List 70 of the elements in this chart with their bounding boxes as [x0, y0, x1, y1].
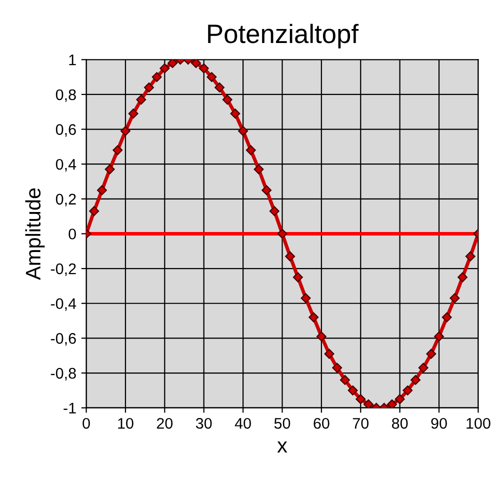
y-tick-label: 0,2: [56, 194, 76, 206]
point: [198, 63, 209, 74]
x-axis-title: x: [277, 441, 288, 452]
x-tick-label: 100: [466, 418, 490, 429]
point: [356, 394, 366, 404]
point: [426, 348, 436, 359]
point: [246, 145, 256, 156]
point: [332, 362, 342, 373]
point: [292, 272, 303, 282]
point: [269, 206, 280, 216]
point: [418, 362, 428, 373]
y-tick-label: 0: [68, 228, 76, 240]
point: [128, 108, 138, 119]
point: [450, 293, 460, 304]
point: [144, 82, 154, 92]
point: [136, 94, 146, 105]
point: [168, 60, 178, 68]
y-tick-label: 0,6: [56, 124, 76, 137]
y-tick-label: -1: [64, 402, 76, 414]
point: [340, 375, 350, 385]
point: [285, 251, 296, 262]
point: [238, 126, 248, 136]
point: [394, 394, 405, 404]
point: [104, 164, 115, 174]
y-tick-label: 1: [69, 54, 76, 66]
x-tick-label: 70: [352, 418, 369, 429]
y-tick-label: 0,4: [56, 158, 76, 172]
x-tick-label: 10: [118, 418, 134, 429]
point: [308, 312, 319, 322]
y-axis-title: Amplitude: [25, 188, 45, 280]
point: [254, 164, 264, 174]
point: [222, 94, 232, 105]
point: [120, 126, 130, 136]
point: [277, 228, 288, 239]
point: [262, 185, 272, 196]
x-tick-label: 60: [314, 418, 330, 429]
point: [191, 60, 201, 68]
point: [230, 108, 240, 119]
point: [402, 385, 413, 396]
point: [387, 399, 397, 408]
point: [363, 399, 374, 408]
point: [89, 206, 100, 216]
y-tick-label: -0,8: [50, 368, 76, 381]
point: [316, 331, 326, 342]
x-tick-label: 90: [431, 418, 447, 429]
point: [434, 331, 444, 342]
x-tick-label: 30: [196, 418, 212, 429]
x-tick-label: 20: [156, 418, 173, 429]
point: [465, 251, 476, 262]
y-tick-label: -0,6: [50, 333, 76, 346]
point: [458, 272, 468, 282]
point: [160, 63, 170, 74]
chart-title: Potenzialtopf: [208, 24, 359, 48]
point: [96, 185, 107, 196]
y-tick-label: 0,8: [56, 89, 76, 102]
point: [152, 72, 162, 82]
x-tick-label: 0: [82, 418, 90, 429]
x-tick-label: 80: [392, 418, 408, 429]
point: [214, 82, 225, 92]
y-tick-label: -0,2: [50, 263, 76, 276]
point: [324, 348, 334, 359]
point: [300, 293, 311, 304]
x-tick-label: 50: [274, 418, 290, 429]
point: [206, 72, 217, 82]
point: [348, 385, 358, 396]
point: [410, 375, 420, 385]
point: [442, 312, 452, 322]
x-tick-label: 40: [234, 418, 251, 429]
point: [112, 145, 123, 156]
y-tick-label: -0,4: [50, 298, 76, 311]
